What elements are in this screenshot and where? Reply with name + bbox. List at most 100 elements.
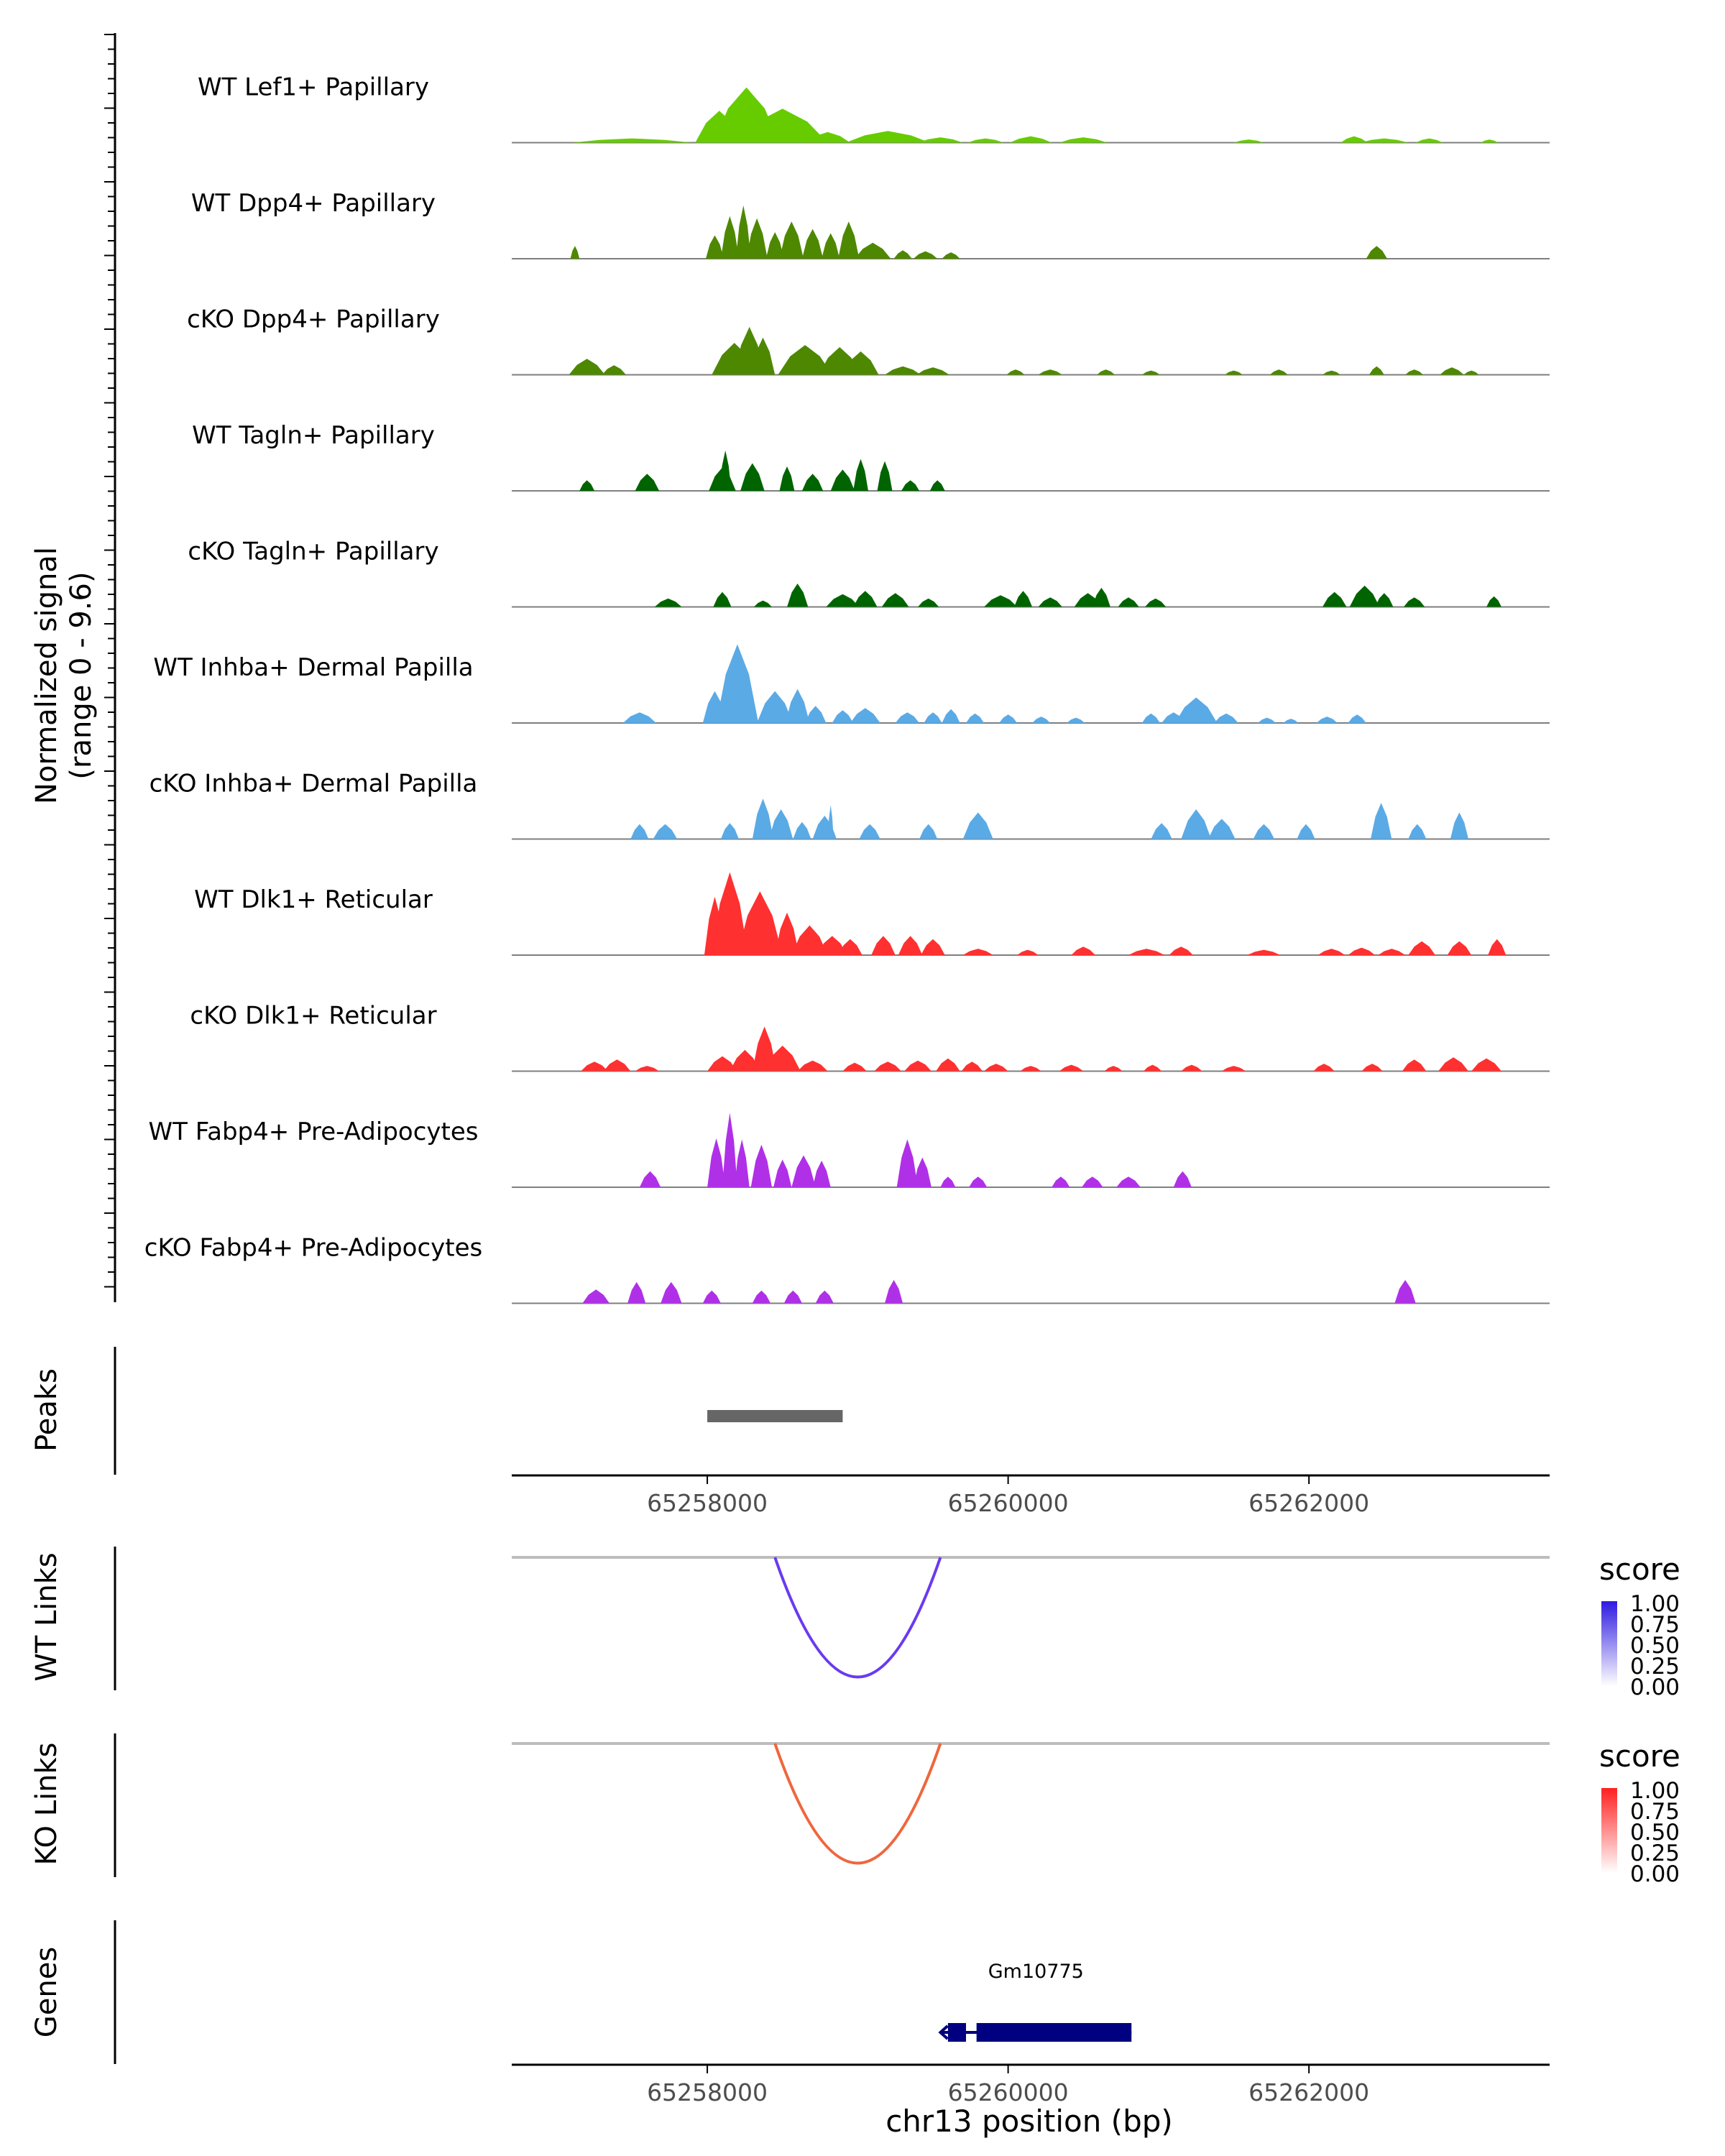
signal-peak [842,1062,867,1072]
signal-peak [783,1290,802,1304]
signal-peak [853,459,868,491]
signal-peak [734,1139,750,1187]
signal-peak [1371,803,1392,839]
signal-peak [812,1161,831,1187]
signal-peak [1032,717,1051,723]
signal-peak [855,242,891,259]
signal-peak [1322,591,1347,607]
signal-peak [1141,713,1160,723]
signal-peak [801,229,824,259]
signal-peak [1408,941,1435,955]
signal-peak [966,713,985,723]
signal-peak [1366,246,1387,259]
signal-peak [877,461,893,491]
signal-peak [1208,819,1236,839]
signal-peak [752,1290,770,1304]
signal-peak [1297,824,1315,839]
signal-peak [635,474,660,491]
signal-peak [797,1060,828,1072]
track-label: cKO Fabp4+ Pre-Adipocytes [144,1234,483,1263]
signal-peak [1214,713,1238,723]
signal-peak [918,137,963,143]
signal-peak [919,824,938,839]
genes-label: Genes [30,1947,63,2037]
ko-links-label: KO Links [30,1743,63,1866]
signal-peak [842,351,879,375]
signal-peak [967,138,1004,143]
signal-peak [1488,939,1506,955]
coverage-track: cKO Dlk1+ Reticular [190,1002,1550,1072]
ko-legend-title: score [1599,1738,1680,1774]
signal-peak [653,824,678,839]
signal-peak [1440,367,1464,375]
signal-peak [1014,591,1033,607]
signal-peak [1233,139,1264,143]
signal-peak [1316,717,1338,723]
signal-peak [752,798,774,839]
signal-peak [850,708,880,723]
track-label: WT Inhba+ Dermal Papilla [153,653,473,682]
peaks-x-ticks: 65258000 65260000 65262000 [647,1475,1369,1517]
signal-peak [1059,137,1108,143]
signal-peak [712,872,748,955]
signal-peak [1450,812,1468,839]
signal-peak [1144,1064,1162,1072]
peak-regions [707,1410,843,1422]
wt-links-label: WT Links [30,1552,63,1681]
signal-peak [746,218,768,259]
x-axis-title: chr13 position (bp) [886,2104,1173,2139]
track-label: cKO Inhba+ Dermal Papilla [150,770,478,798]
gene-name-label: Gm10775 [988,1961,1084,1983]
signal-peak [1348,947,1376,955]
signal-peak [830,469,855,491]
signal-peak [885,1280,903,1304]
x-tick-label: 65262000 [1248,2078,1369,2106]
coverage-y-label: Normalized signal [30,547,63,804]
signal-peak [1145,598,1167,607]
ko-score-legend: score 1.00 0.75 0.50 0.25 0.00 [1599,1738,1680,1887]
signal-peak [1486,596,1501,607]
signal-peak [764,1046,801,1072]
signal-peak [1038,369,1062,375]
coverage-track: WT Fabp4+ Pre-Adipocytes [149,1112,1550,1188]
ko-legend-label-000: 0.00 [1630,1861,1680,1887]
coverage-y-ticks [104,34,115,1288]
signal-peak [719,450,732,491]
signal-peak [787,584,809,607]
signal-peak [706,235,724,259]
signal-peak [801,474,824,491]
signal-peak [779,466,795,491]
signal-peak [913,1157,932,1187]
wt-legend-label-025: 0.25 [1630,1654,1680,1680]
ko-legend-colorbar [1601,1788,1617,1873]
signal-peak [898,936,923,955]
signal-peak [1059,1064,1084,1072]
signal-peak [702,1290,721,1304]
signal-peak [1378,949,1406,955]
signal-peak [579,480,595,491]
strand-arrow [938,2024,949,2040]
signal-peak [1415,138,1443,143]
signal-peak [1404,597,1425,607]
signal-peak [707,1138,726,1187]
signal-peak [1151,823,1172,839]
wt-legend-colorbar [1601,1601,1617,1686]
signal-peak [881,593,909,607]
signal-peak [730,1049,760,1072]
coverage-track: cKO Inhba+ Dermal Papilla [150,770,1550,840]
signal-peak [832,710,854,723]
signal-peak [630,824,649,839]
wt-links-panel: WT Links score 1.00 0.75 0.50 0.25 0.00 [30,1547,1680,1700]
wt-link-arc [773,1557,942,1679]
signal-peak [713,591,732,607]
signal-peak [778,345,832,375]
signal-peak [816,936,847,955]
signal-peak [1173,1171,1192,1187]
signal-peak [1375,593,1394,607]
signal-peak [815,1290,834,1304]
wt-legend-label-100: 1.00 [1630,1591,1680,1617]
signal-peak [1225,370,1243,375]
signal-peak [826,594,860,607]
gene-exon [976,2023,1132,2042]
